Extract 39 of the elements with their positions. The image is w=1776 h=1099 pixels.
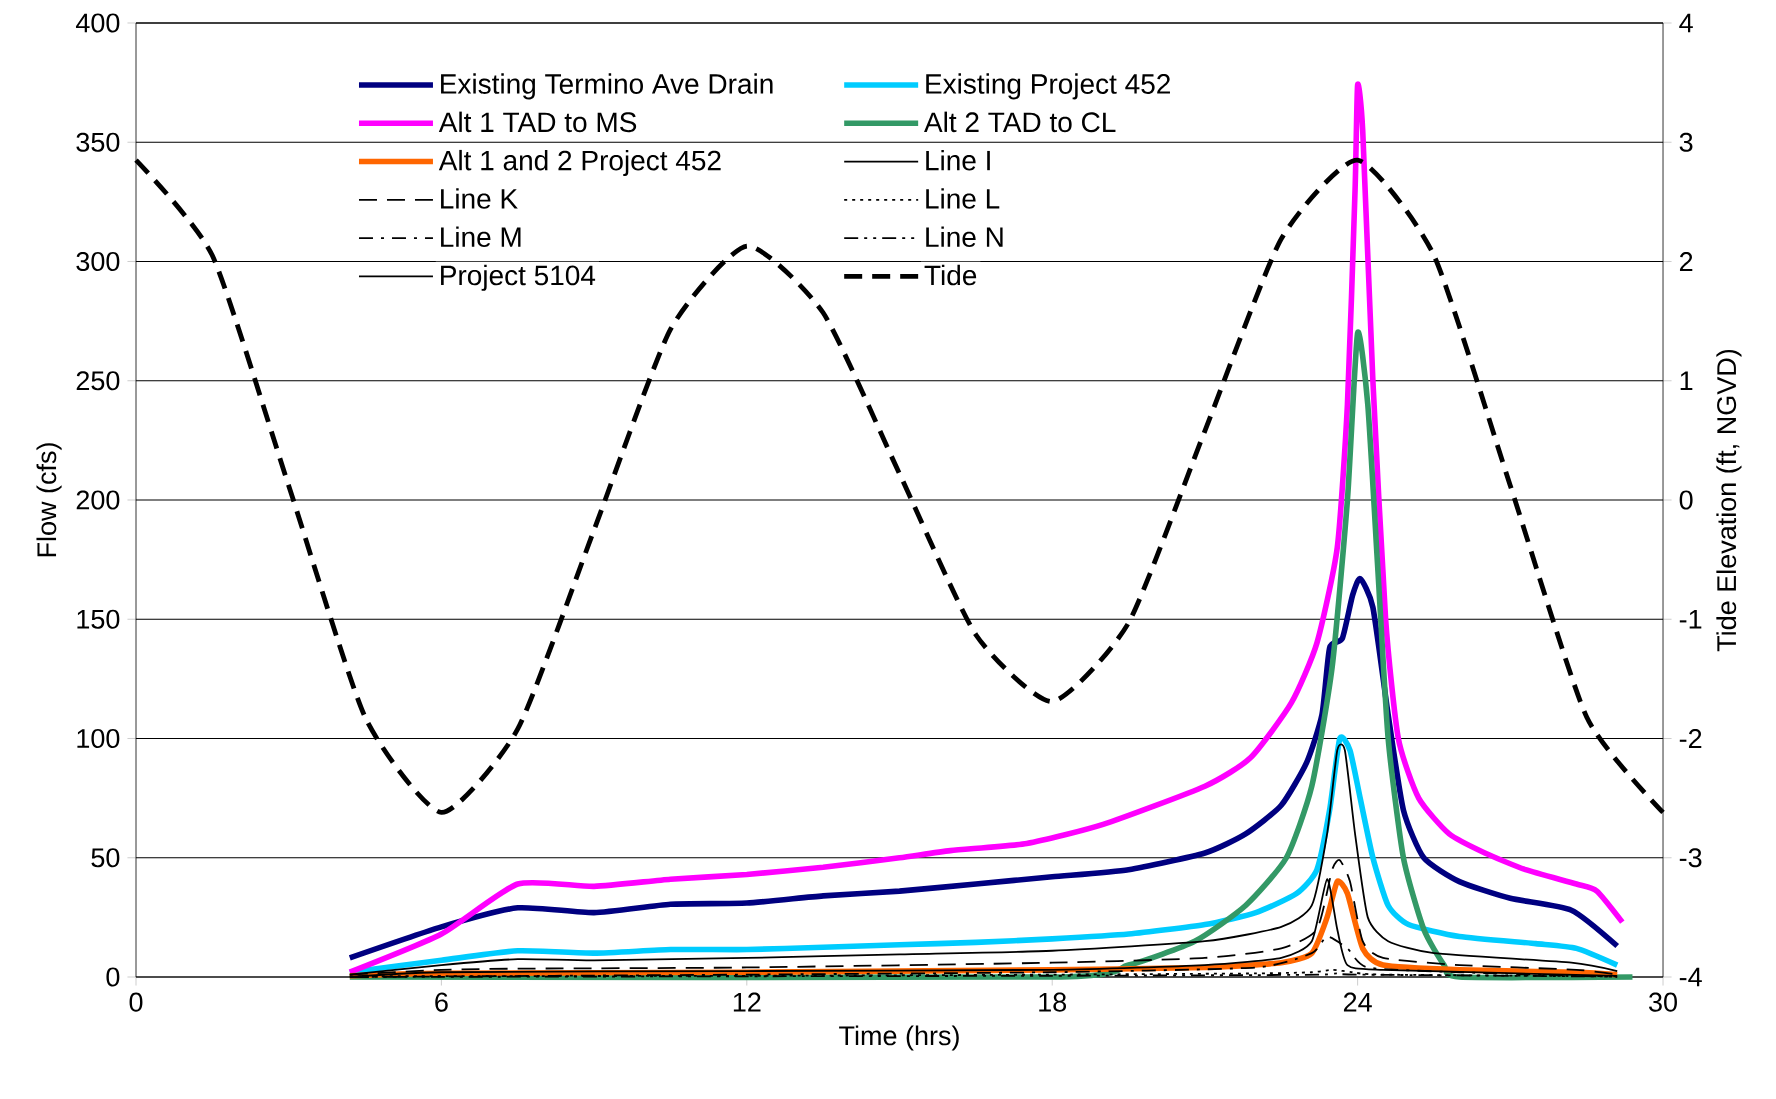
x-tick-label: 30 [1649,992,1677,1012]
legend-label: Line M [441,226,521,248]
y-tick-label: 0 [106,967,120,987]
y2-tick-label: 4 [1679,13,1693,33]
y2-tick-label: -4 [1679,967,1702,987]
y2-tick-label: 2 [1679,252,1693,271]
legend-label: Line N [926,226,1003,248]
legend-label: Line K [441,188,518,209]
x-tick-label: 0 [129,992,143,1012]
x-axis-title: Time (hrs) [839,1025,959,1051]
y-tick-label: 400 [75,13,120,33]
y2-tick-label: 1 [1680,371,1693,391]
y2-tick-label: -2 [1679,729,1702,748]
y-tick-label: 350 [76,132,120,152]
legend-label: Alt 1 TAD to MS [438,111,637,133]
legend-label: Project 5104 [441,264,596,291]
y2-tick-label: -1 [1679,609,1702,629]
y2-tick-label: 3 [1679,132,1693,152]
x-tick-label: 24 [1343,992,1372,1012]
y-tick-label: 200 [76,490,120,510]
y-tick-label: 250 [76,371,120,391]
x-tick-label: 6 [435,992,448,1012]
legend-label: Tide [924,264,977,286]
y2-tick-label: -3 [1679,848,1702,868]
legend-label: Existing Project 452 [926,73,1170,100]
y-tick-label: 150 [77,609,120,629]
legend-label: Alt 2 TAD to CL [924,111,1116,133]
legend-label: Existing Termino Ave Drain [441,73,773,100]
legend-label: Line I [926,149,990,171]
y-tick-label: 100 [77,728,120,749]
y-tick-label: 300 [76,251,120,272]
legend-label: Line L [926,188,1000,209]
x-tick-label: 12 [733,992,761,1012]
x-tick-label: 18 [1039,992,1067,1012]
legend-label: Alt 1 and 2 Project 452 [438,149,721,176]
y-axis-title: Flow (cfs) [36,443,62,557]
y2-axis-title: Tide Elevation (ft, NGVD) [1716,349,1742,652]
y2-tick-label: 0 [1679,490,1693,510]
y-tick-label: 50 [91,848,120,868]
